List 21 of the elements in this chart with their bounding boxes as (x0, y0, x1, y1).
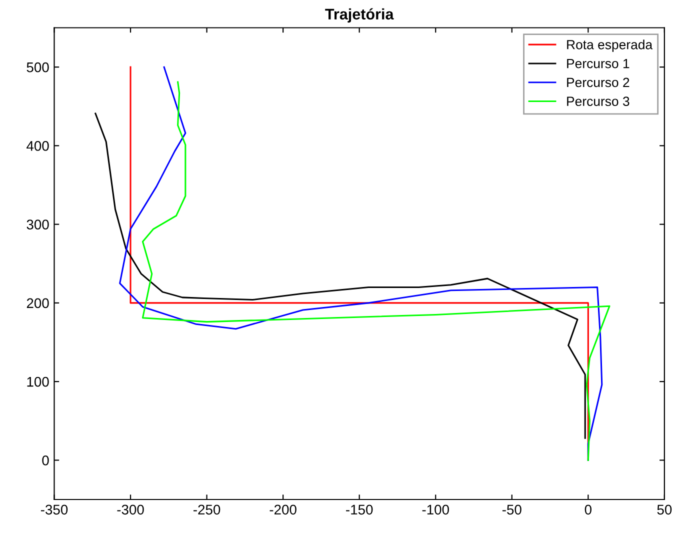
x-tick-label: -200 (270, 504, 296, 515)
y-tick-label: 100 (27, 376, 49, 387)
x-tick-label: -150 (346, 504, 373, 515)
y-tick-label: 400 (26, 141, 49, 151)
legend-label: Percurso 3 (567, 96, 630, 106)
x-tick-label: -50 (502, 504, 522, 515)
chart-title: Trajetória (325, 8, 394, 23)
legend-label: Percurso 1 (567, 59, 630, 68)
y-tick-label: 300 (26, 220, 49, 230)
y-tick-label: 0 (42, 456, 49, 466)
x-tick-label: 50 (657, 504, 672, 515)
line-series (94, 112, 586, 439)
y-tick-label: 500 (26, 62, 49, 72)
legend-label: Percurso 2 (567, 78, 630, 88)
y-tick-label: 200 (26, 298, 49, 308)
x-tick-label: -100 (422, 504, 449, 515)
x-tick-label: -350 (40, 504, 68, 515)
legend-label: Rota esperada (567, 40, 653, 52)
x-tick-label: -300 (117, 504, 144, 515)
x-tick-label: 0 (584, 504, 592, 515)
x-tick-label: -250 (194, 504, 220, 515)
